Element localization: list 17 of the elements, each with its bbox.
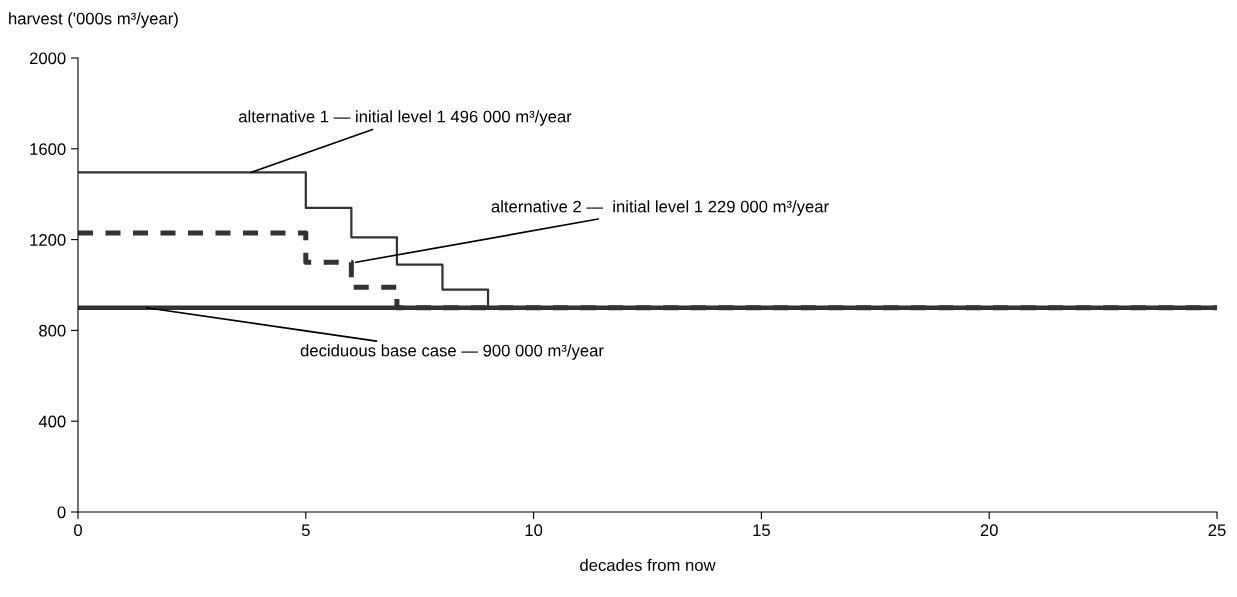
- y-tick-label: 2000: [29, 52, 66, 65]
- x-tick-label: 10: [525, 524, 543, 537]
- y-tick-label: 0: [57, 506, 66, 519]
- annotation: alternative 2 — initial level 1 229 000 m³/year: [491, 200, 829, 216]
- x-axis-title: decades from now: [580, 558, 716, 572]
- y-tick-label: 400: [38, 415, 66, 428]
- x-tick-label: 15: [753, 524, 770, 537]
- x-tick-label: 0: [74, 524, 82, 537]
- y-axis-title: harvest ('000s m³/year): [9, 12, 178, 28]
- annotation: deciduous base case — 900 000 m³/year: [300, 344, 604, 360]
- y-tick-label: 1600: [30, 143, 66, 155]
- x-tick-label: 20: [980, 524, 998, 537]
- x-tick-label: 5: [301, 524, 310, 537]
- y-tick-label: 800: [39, 324, 66, 337]
- y-tick-label: 1200: [30, 234, 66, 246]
- annotation: alternative 1 — initial level 1 496 000 m³/year: [238, 110, 572, 126]
- x-tick-label: 25: [1208, 524, 1226, 537]
